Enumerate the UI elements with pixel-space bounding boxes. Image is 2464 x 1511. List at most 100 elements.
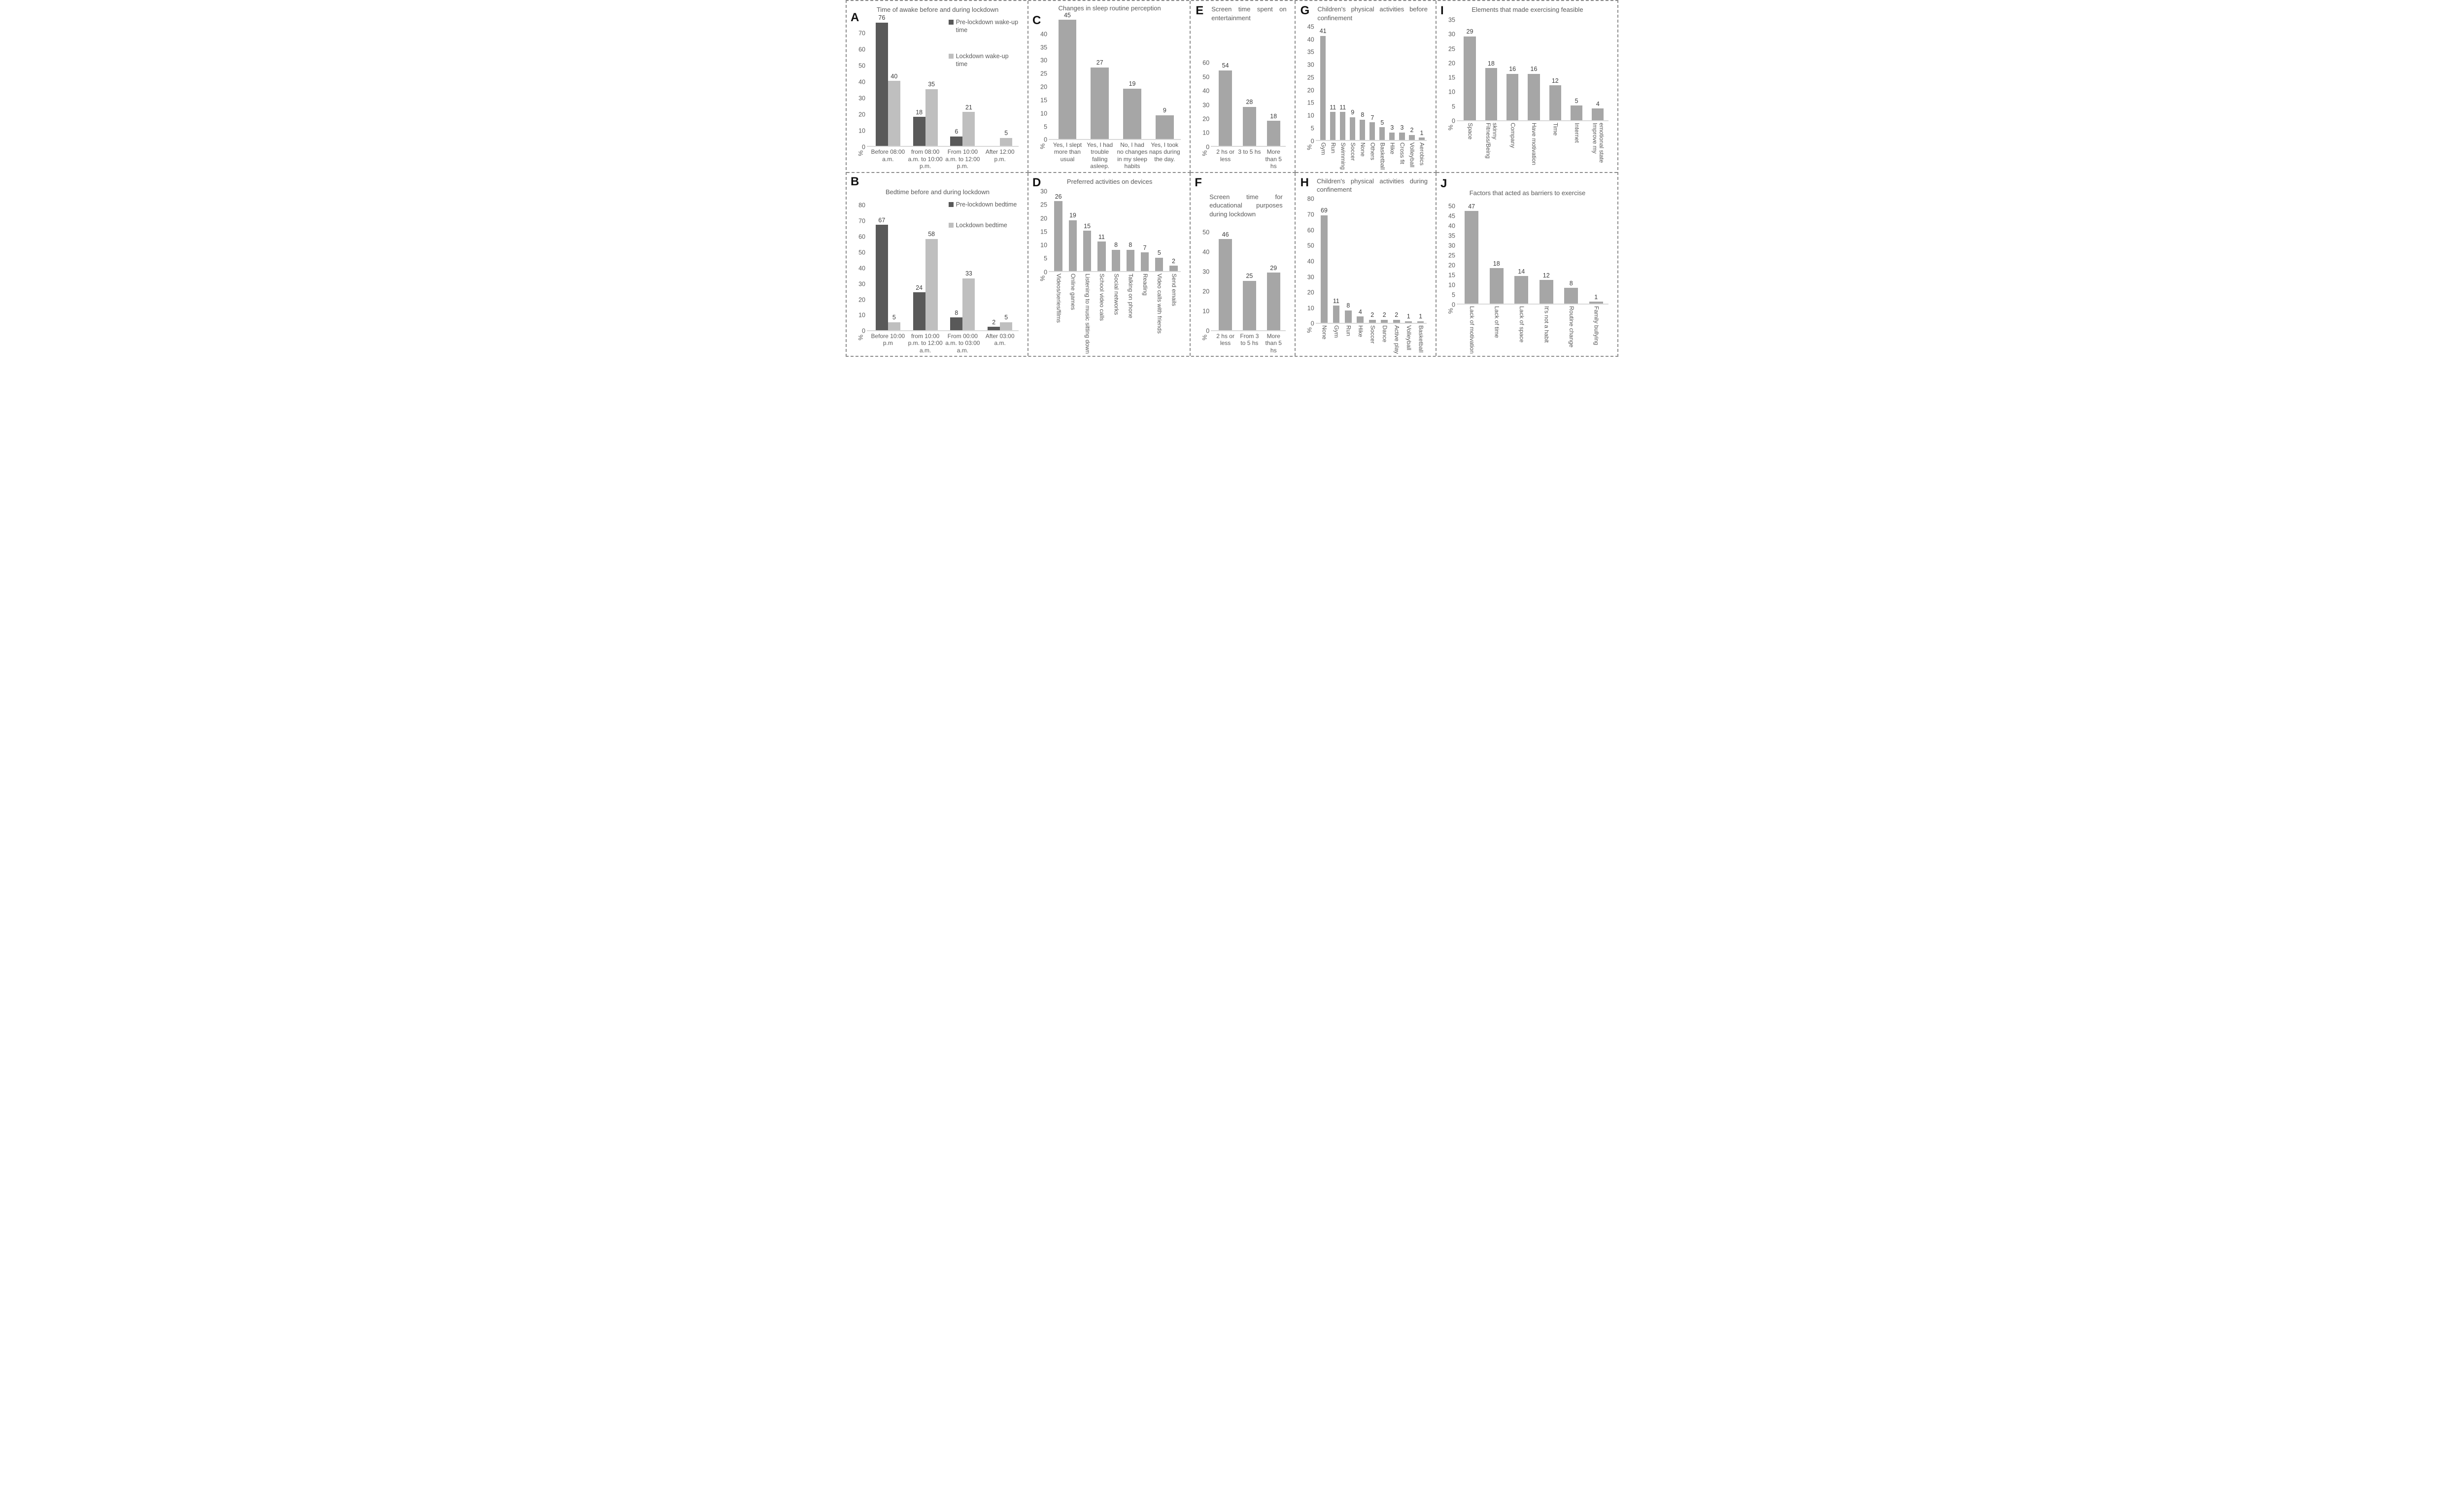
bar-value-label: 2	[992, 318, 996, 326]
category-label: Routine change	[1559, 306, 1584, 347]
y-tick-label: 10	[1307, 305, 1314, 312]
y-tick-label: 80	[1307, 195, 1314, 203]
y-axis: 0 5 10 15 20 25 30 35 40 45 50	[1440, 200, 1459, 308]
x-axis-area: % 2 hs or less From 3 to 5 hs More than 5 h…	[1195, 333, 1289, 354]
legend: Pre-lockdown bedtime Lockdown bedtime	[948, 201, 1019, 230]
panel-title: Bedtime before and during lockdown	[886, 188, 990, 196]
bar-value-label: 16	[1509, 66, 1516, 73]
bar-value-label: 28	[1246, 99, 1253, 106]
y-tick-label: 40	[1307, 258, 1314, 265]
bar-slot: 18	[1262, 59, 1286, 147]
percent-sign: %	[1039, 275, 1047, 281]
bar-slot: 18	[1480, 17, 1502, 121]
y-tick-label: 15	[1040, 97, 1048, 104]
bar-slot: 67 5	[869, 199, 907, 331]
bar	[1464, 36, 1476, 120]
chart-area: 0 10 20 30 40 50 60 70 80 67 5 24 58 8 33 2 5 Pre-lockdow…	[851, 199, 1023, 334]
y-tick-label: 5	[1451, 291, 1455, 299]
bar-value-label: 5	[1574, 97, 1578, 104]
bar-slot: 2	[1407, 24, 1417, 141]
chart-area: 0 5 10 15 20 25 30 35 29 18 16 16 12 5 4	[1440, 17, 1612, 124]
category-label: Gym	[1330, 325, 1342, 338]
y-tick-label: 30	[1040, 188, 1048, 195]
y-axis: 0 10 20 30 40 50 60 70 80	[851, 199, 869, 334]
bar-slot: 29	[1459, 17, 1480, 121]
bar	[1155, 257, 1164, 272]
percent-axis-label: %	[1195, 148, 1213, 170]
category-label: Online games	[1065, 274, 1080, 310]
category-label-text: Social networks	[1113, 274, 1120, 315]
category-labels: 2 hs or less 3 to 5 hs More than 5 hs	[1213, 148, 1285, 170]
category-label-text: Fitness/Being skinny	[1484, 122, 1499, 159]
bar	[1340, 112, 1346, 140]
category-label-text: More than 5 hs	[1265, 148, 1282, 170]
bar	[1379, 127, 1385, 140]
bar-value-label: 29	[1270, 264, 1277, 272]
bar	[1091, 67, 1109, 139]
category-label: Video calls with friends	[1152, 274, 1166, 334]
legend-label: Pre-lockdown bedtime	[956, 201, 1017, 208]
panel-header: I Elements that made exercising feasible	[1440, 4, 1612, 17]
bar-slot: 8	[1559, 200, 1584, 305]
y-tick-label: 35	[1307, 48, 1314, 56]
category-label: Basketball	[1414, 325, 1426, 352]
percent-sign: %	[1446, 308, 1454, 314]
category-label: More than 5 hs	[1262, 333, 1286, 354]
category-labels: None Gym Run Hike Soccer Dance Active play Voll…	[1318, 325, 1427, 354]
y-tick-label: 35	[1040, 43, 1048, 51]
bar-slot: 2	[1390, 196, 1402, 324]
category-label-text: Family bullying	[1593, 306, 1600, 345]
x-axis-area: % Before 10:00 p.m from 10:00 p.m. to 12:0…	[851, 333, 1023, 354]
bar-slot: 9	[1348, 24, 1358, 141]
bar-value-label: 35	[928, 81, 935, 88]
panel-letter: B	[851, 174, 859, 188]
bar	[950, 317, 963, 330]
y-tick-label: 10	[1040, 241, 1048, 249]
y-tick-label: 80	[858, 202, 865, 209]
category-labels: Before 10:00 p.m from 10:00 p.m. to 12:00…	[869, 333, 1019, 354]
bar-slot: 1	[1414, 196, 1426, 324]
category-label: Dance	[1378, 325, 1390, 343]
category-label: Listening to music sitting down	[1080, 274, 1095, 354]
category-label-text: Hike	[1357, 325, 1365, 337]
y-tick-label: 20	[858, 296, 865, 303]
y-tick-label: 10	[1448, 88, 1455, 96]
bar-slot: 2	[1367, 196, 1378, 324]
category-label: Yes, I took naps during the day.	[1148, 141, 1181, 163]
category-label: From 10:00 a.m. to 12:00 p.m.	[944, 148, 982, 170]
category-label-text: Talking on phone	[1127, 274, 1134, 318]
category-label-text: After 12:00 p.m.	[985, 148, 1015, 163]
bar	[1419, 137, 1425, 140]
bar-value-label: 9	[1351, 109, 1355, 116]
bar	[1000, 137, 1013, 146]
panel-title: Elements that made exercising feasible	[1472, 6, 1583, 13]
category-label: None	[1318, 325, 1330, 340]
x-axis-line	[1315, 140, 1427, 141]
bar-value-label: 18	[1487, 60, 1495, 67]
bar	[1489, 268, 1504, 304]
y-tick-label: 30	[1307, 273, 1314, 280]
bar-slot: 9	[1148, 16, 1181, 140]
category-label-text: Basketball	[1417, 325, 1425, 353]
y-axis: 0 10 20 30 40 50 60 70 80	[1300, 195, 1318, 327]
percent-axis-label: %	[1440, 306, 1459, 354]
y-tick-label: 60	[858, 46, 865, 53]
bar-slot: 15	[1080, 189, 1095, 272]
panel-header: G Children's physical activities before c…	[1300, 4, 1431, 22]
category-label: Swimming	[1338, 142, 1348, 170]
bar	[988, 327, 1000, 330]
y-tick-label: 0	[1044, 136, 1048, 143]
x-axis-line	[867, 330, 1019, 331]
category-label: From 00:00 a.m. to 03:00 a.m.	[944, 333, 982, 354]
category-labels: Gym Run Swimming Soccer None Others Basketball…	[1318, 142, 1427, 170]
bar-value-label: 41	[1319, 28, 1327, 35]
category-label-text: from 10:00 p.m. to 12:00 a.m.	[908, 332, 943, 354]
category-label-text: Internet	[1573, 122, 1580, 143]
category-label: Send emails	[1166, 274, 1181, 306]
chart-area: 0 5 10 15 20 25 30 35 40 45 50 47 18 14 12 8 1	[1440, 200, 1612, 308]
bar-slot: 3	[1387, 24, 1397, 141]
y-tick-label: 10	[1202, 308, 1210, 315]
bar-slot: 45	[1051, 12, 1084, 140]
category-label-text: Soccer	[1349, 142, 1357, 161]
bar-value-label: 1	[1594, 293, 1598, 301]
